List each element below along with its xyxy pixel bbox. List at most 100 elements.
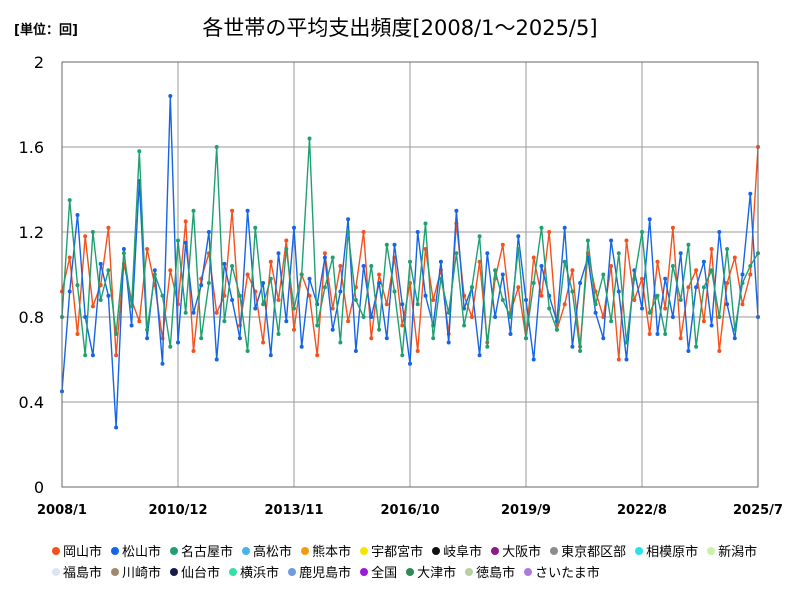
legend-marker <box>170 546 179 555</box>
data-point <box>415 349 420 353</box>
data-point <box>106 225 111 230</box>
data-point <box>145 336 150 341</box>
data-point <box>438 259 443 264</box>
legend-item: 東京都区部 <box>550 541 626 560</box>
data-point <box>454 251 459 256</box>
data-point <box>477 234 482 239</box>
legend-item: 川崎市 <box>111 562 161 581</box>
x-tick-labels: 2008/1 2010/12 2013/11 2016/10 2019/9 2022/8 2… <box>37 503 783 518</box>
data-point <box>500 272 505 277</box>
data-point <box>230 298 235 302</box>
data-point <box>462 306 467 311</box>
data-point <box>206 281 211 285</box>
legend-item: 熊本市 <box>301 541 351 560</box>
data-point <box>191 208 196 213</box>
data-point <box>83 353 88 358</box>
data-point <box>408 259 412 264</box>
data-point <box>609 238 614 243</box>
data-point <box>740 302 745 307</box>
legend-marker <box>111 546 120 555</box>
data-point <box>253 306 258 311</box>
legend-label: 東京都区部 <box>561 545 627 560</box>
y-tick-label: 1.6 <box>19 138 44 157</box>
data-point <box>578 349 583 353</box>
data-point <box>75 213 80 217</box>
data-point <box>709 323 714 328</box>
legend-row: 福島市 川崎市 仙台市 横浜市 鹿児島市 全国 大津市 徳島市 さいたま市 <box>52 561 792 582</box>
legend-label: さいたま市 <box>535 566 600 581</box>
data-point <box>585 238 590 243</box>
data-point <box>199 336 204 341</box>
data-point <box>315 353 320 358</box>
data-point <box>400 323 405 328</box>
data-point <box>709 268 714 273</box>
data-point <box>609 319 614 324</box>
legend-marker <box>406 567 415 576</box>
legend-label: 宇都宮市 <box>371 545 424 560</box>
data-point <box>114 353 119 358</box>
data-point <box>415 302 420 307</box>
data-point <box>330 327 335 332</box>
legend-label: 相模原市 <box>646 545 699 560</box>
data-point <box>694 285 699 290</box>
data-point <box>199 283 204 288</box>
legend-item: 全国 <box>360 562 397 581</box>
data-point <box>75 332 80 336</box>
data-point <box>616 251 621 256</box>
data-point <box>732 336 737 341</box>
data-point <box>694 344 699 349</box>
data-point <box>701 285 706 290</box>
data-point <box>400 353 405 358</box>
data-point <box>686 285 691 290</box>
legend-marker <box>360 567 369 576</box>
legend-marker <box>432 546 441 555</box>
data-point <box>748 191 753 196</box>
data-point <box>678 251 683 256</box>
plot-frame <box>61 61 759 488</box>
data-point <box>647 217 652 222</box>
data-point <box>284 319 289 324</box>
data-point <box>469 315 474 319</box>
data-point <box>276 251 281 256</box>
legend-label: 岐阜市 <box>443 545 483 560</box>
data-point <box>616 289 621 294</box>
data-point <box>485 344 490 349</box>
data-point <box>346 230 351 234</box>
data-point <box>624 340 629 345</box>
data-point <box>438 276 443 281</box>
data-point <box>748 264 753 268</box>
data-point <box>137 149 142 154</box>
legend-marker <box>52 546 60 555</box>
data-point <box>145 327 150 332</box>
data-point <box>315 323 320 328</box>
data-point <box>415 230 420 234</box>
legend-item: 相模原市 <box>635 541 698 560</box>
data-point <box>129 304 134 309</box>
data-point <box>717 349 722 353</box>
data-point <box>725 302 730 307</box>
data-point <box>114 425 119 430</box>
x-tick-label: 2019/9 <box>501 503 551 518</box>
legend-marker <box>550 546 559 555</box>
data-point <box>377 327 382 332</box>
x-tick-label: 2025/7 <box>733 503 783 518</box>
data-point <box>601 336 606 341</box>
data-point <box>670 264 675 268</box>
legend-marker <box>229 567 238 576</box>
data-point <box>369 315 374 319</box>
data-point <box>732 255 737 260</box>
data-point <box>663 306 668 311</box>
data-point <box>245 349 250 353</box>
data-point <box>237 336 242 341</box>
data-point <box>392 289 397 294</box>
data-point <box>423 221 428 226</box>
chart-title: 各世帯の平均支出頻度[2008/1～2025/5] <box>202 16 598 40</box>
data-point <box>261 340 266 345</box>
data-point <box>67 255 72 260</box>
data-point <box>524 298 528 302</box>
data-point <box>508 332 513 336</box>
data-point <box>75 283 80 288</box>
data-point <box>655 332 660 336</box>
data-point <box>145 247 150 251</box>
data-point <box>261 281 266 285</box>
